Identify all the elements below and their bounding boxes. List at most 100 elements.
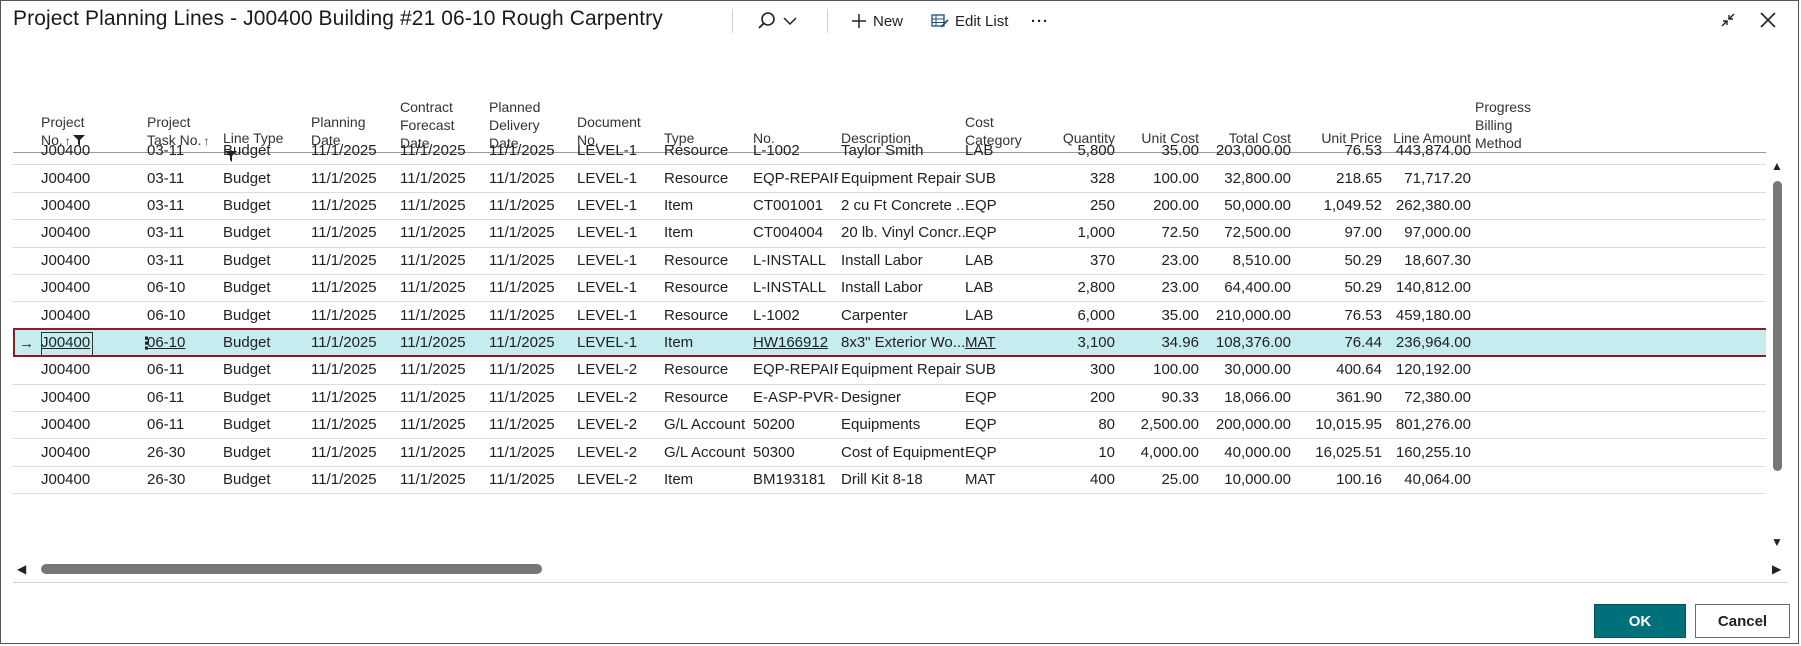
cell-task-no[interactable]: 03-11 [147,196,185,214]
cell-planned-delivery[interactable]: 11/1/2025 [489,196,555,214]
search-button[interactable] [757,8,797,34]
table-row[interactable]: J00400 03-11 Budget 11/1/2025 11/1/2025 11/1/… [13,192,1766,221]
cell-total-cost[interactable]: 210,000.00 [1215,306,1291,324]
cell-project-no[interactable]: J00400 [41,388,91,406]
cell-document-no[interactable]: LEVEL-2 [577,416,638,434]
cell-planning-date[interactable]: 11/1/2025 [311,196,377,214]
cell-cost-category[interactable]: LAB [965,251,994,269]
cell-line-amount[interactable]: 72,380.00 [1404,388,1471,406]
cell-planning-date[interactable]: 11/1/2025 [311,251,377,269]
cell-task-no[interactable]: 26-30 [147,443,186,461]
cell-description[interactable]: Cost of Equipment [841,443,965,461]
edit-list-button[interactable]: Edit List [931,8,1008,34]
cell-cost-category[interactable]: LAB [965,279,994,297]
cell-line-type[interactable]: Budget [223,306,271,324]
cell-line-type[interactable]: Budget [223,224,271,242]
cell-unit-cost[interactable]: 90.33 [1161,388,1199,406]
table-row[interactable]: J00400 03-11 Budget 11/1/2025 11/1/2025 11/1/… [13,247,1766,275]
cell-no[interactable]: EQP-REPAIR [753,169,838,187]
scroll-right-icon[interactable]: ▶ [1772,562,1782,576]
cell-no[interactable]: CT001001 [753,196,824,214]
cell-line-amount[interactable]: 140,812.00 [1395,279,1471,297]
cell-line-type[interactable]: Budget [223,470,271,488]
cell-planned-delivery[interactable]: 11/1/2025 [489,306,555,324]
cell-task-no[interactable]: 26-30 [147,470,186,488]
cell-task-no[interactable]: 06-10 [147,306,186,324]
cell-line-amount[interactable]: 459,180.00 [1395,306,1471,324]
cell-quantity[interactable]: 80 [1098,416,1115,434]
cell-line-amount[interactable]: 236,964.00 [1395,333,1471,351]
cell-planning-date[interactable]: 11/1/2025 [311,224,377,242]
cell-unit-cost[interactable]: 100.00 [1153,169,1199,187]
more-options-button[interactable]: ··· [1031,12,1049,30]
table-row[interactable]: J00400 06-11 Budget 11/1/2025 11/1/2025 11/1/… [13,356,1766,385]
cell-cost-category[interactable]: EQP [965,388,997,406]
cell-cost-category[interactable]: EQP [965,443,997,461]
cell-quantity[interactable]: 400 [1089,470,1115,488]
cell-contract-forecast[interactable]: 11/1/2025 [400,443,466,461]
cell-cost-category[interactable]: EQP [965,196,997,214]
cell-total-cost[interactable]: 8,510.00 [1232,251,1291,269]
cell-unit-cost[interactable]: 23.00 [1161,251,1199,269]
table-row[interactable]: J00400 26-30 Budget 11/1/2025 11/1/2025 11/1/… [13,438,1766,467]
cell-line-type[interactable]: Budget [223,196,271,214]
cell-unit-price[interactable]: 76.53 [1344,306,1382,324]
cell-line-type[interactable]: Budget [223,443,271,461]
cell-project-no[interactable]: J00400 [41,470,91,488]
cell-line-type[interactable]: Budget [223,169,271,187]
cell-unit-cost[interactable]: 34.96 [1161,333,1199,351]
cell-line-amount[interactable]: 443,874.00 [1395,142,1471,160]
column-header-task-no[interactable]: Project Task No. ↑ [147,113,219,150]
cell-total-cost[interactable]: 203,000.00 [1215,142,1291,160]
cell-contract-forecast[interactable]: 11/1/2025 [400,251,466,269]
cell-task-no[interactable]: 03-11 [147,251,185,269]
cell-type[interactable]: Resource [664,388,729,406]
column-header-line-amount[interactable]: Line Amount [1385,129,1471,147]
cell-task-no[interactable]: 06-11 [147,416,185,434]
cell-planned-delivery[interactable]: 11/1/2025 [489,251,555,269]
column-header-contract-forecast[interactable]: Contract Forecast Date [400,98,486,152]
cell-contract-forecast[interactable]: 11/1/2025 [400,388,466,406]
cell-document-no[interactable]: LEVEL-1 [577,224,638,242]
cell-line-amount[interactable]: 18,607.30 [1404,251,1471,269]
cell-line-type[interactable]: Budget [223,142,271,160]
cell-project-no[interactable]: J00400 [41,361,91,379]
cell-description[interactable]: 8x3" Exterior Wo... [841,333,965,351]
cell-task-no[interactable]: 06-10 [147,279,186,297]
cell-planned-delivery[interactable]: 11/1/2025 [489,388,555,406]
cell-line-amount[interactable]: 120,192.00 [1395,361,1471,379]
cell-description[interactable]: 20 lb. Vinyl Concr... [841,224,965,242]
cell-quantity[interactable]: 5,800 [1077,142,1115,160]
cell-line-type[interactable]: Budget [223,279,271,297]
ok-button[interactable]: OK [1594,604,1686,638]
cell-unit-price[interactable]: 218.65 [1336,169,1382,187]
horizontal-scrollbar[interactable]: ◀ ▶ [17,561,1785,577]
cell-unit-cost[interactable]: 23.00 [1161,279,1199,297]
cell-cost-category[interactable]: MAT [965,333,996,351]
horizontal-scroll-thumb[interactable] [41,564,542,574]
cell-no[interactable]: E-ASP-PVR-B [753,388,838,406]
cell-total-cost[interactable]: 50,000.00 [1224,196,1291,214]
cell-type[interactable]: Resource [664,142,729,160]
table-row[interactable]: J00400 03-11 Budget 11/1/2025 11/1/2025 11/1/… [13,137,1766,166]
close-icon[interactable] [1756,8,1780,32]
cell-line-amount[interactable]: 160,255.10 [1395,443,1471,461]
cell-total-cost[interactable]: 32,800.00 [1224,169,1291,187]
cell-description[interactable]: Carpenter [841,306,908,324]
cell-description[interactable]: Designer [841,388,902,406]
table-row-selected[interactable]: → ⋮ J00400 06-10 Budget 11/1/2025 11/1/2025 11/… [13,328,1766,358]
cell-no[interactable]: L-INSTALL [753,279,827,297]
cell-description[interactable]: Equipment Repair [841,169,962,187]
cell-cost-category[interactable]: SUB [965,361,996,379]
table-row[interactable]: J00400 03-11 Budget 11/1/2025 11/1/2025 11/1/… [13,219,1766,248]
cell-cost-category[interactable]: EQP [965,224,997,242]
column-header-billing-method[interactable]: Progress Billing Method [1475,98,1555,152]
cell-cost-category[interactable]: MAT [965,470,996,488]
cell-cost-category[interactable]: SUB [965,169,996,187]
cell-unit-price[interactable]: 10,015.95 [1315,416,1382,434]
cell-document-no[interactable]: LEVEL-1 [577,279,638,297]
cell-total-cost[interactable]: 30,000.00 [1224,361,1291,379]
cell-line-type[interactable]: Budget [223,361,271,379]
cell-project-no[interactable]: J00400 [41,306,91,324]
column-header-line-type[interactable]: Line Type [223,129,307,166]
